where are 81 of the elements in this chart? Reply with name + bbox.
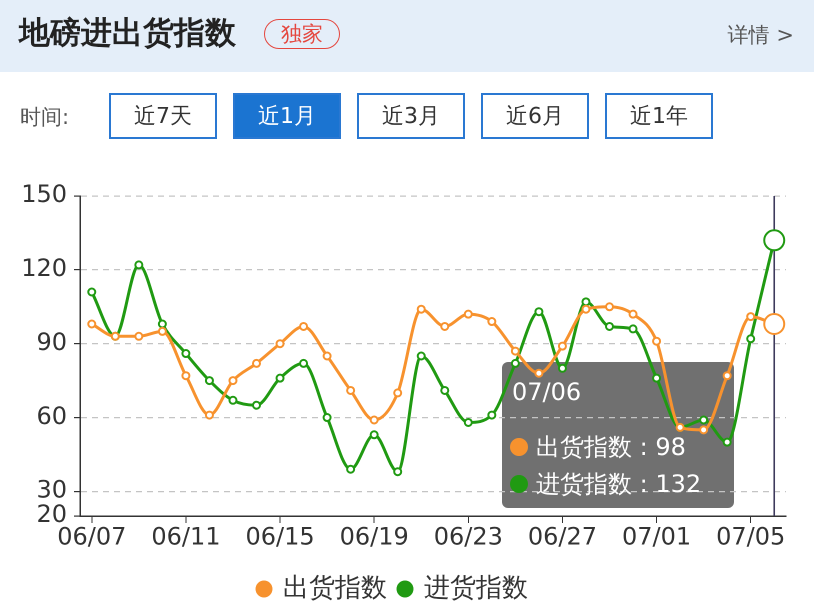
point: [158, 320, 167, 328]
point: [581, 304, 590, 314]
point: [746, 312, 756, 322]
range-button[interactable]: 近3月: [357, 93, 465, 139]
point: [252, 400, 261, 410]
point: [158, 326, 167, 336]
point: [87, 288, 96, 296]
point: [416, 304, 426, 314]
point: [464, 310, 473, 319]
point: [393, 467, 402, 476]
point: [346, 386, 356, 395]
x-tick-label: 06/19: [340, 522, 409, 551]
y-tick-label: 60: [36, 402, 67, 430]
point: [440, 322, 450, 331]
point: [487, 410, 496, 420]
annotation: 07/06: [512, 377, 582, 407]
x-tick-label: 06/23: [434, 522, 503, 551]
point: [510, 358, 520, 368]
point: [628, 324, 638, 334]
point: [487, 317, 496, 326]
point: [370, 430, 379, 440]
point: [722, 371, 732, 380]
point: [134, 260, 144, 270]
point: [628, 310, 638, 319]
y-tick-label: 150: [21, 180, 67, 208]
annotation: 出货指数 : 98: [536, 432, 686, 462]
point: [228, 396, 238, 405]
range-button[interactable]: 近7天: [109, 93, 217, 139]
point: [134, 332, 144, 341]
point: [181, 349, 190, 358]
point: [722, 438, 732, 447]
text: 时间:: [20, 104, 70, 131]
point: [534, 368, 544, 378]
point: [393, 388, 402, 398]
point: [605, 322, 614, 331]
y-tick-label: 30: [36, 476, 67, 504]
range-button[interactable]: 近1年: [605, 93, 713, 139]
point: [346, 464, 356, 474]
point: [746, 334, 756, 344]
point: [652, 336, 662, 346]
legend-label: 进货指数: [424, 572, 528, 603]
point: [464, 418, 473, 427]
point: [204, 410, 214, 420]
point: [322, 352, 332, 360]
point: [534, 307, 544, 316]
x-tick-label: 06/15: [245, 522, 315, 551]
y-tick-label: 120: [21, 254, 67, 282]
point: [652, 374, 662, 383]
x-tick-label: 07/01: [622, 522, 692, 551]
point: [276, 374, 285, 383]
legend-label: 出货指数: [283, 572, 387, 603]
point: [581, 297, 590, 306]
point: [699, 425, 708, 434]
x-tick-label: 06/27: [528, 522, 598, 551]
point: [558, 342, 567, 351]
range-button[interactable]: 近6月: [481, 93, 589, 139]
point: [181, 371, 190, 380]
chart-title: 地磅进出货指数: [19, 14, 236, 53]
text: 详情 >: [728, 22, 794, 49]
point: [276, 339, 285, 348]
point: [87, 320, 96, 328]
x-tick-label: 06/11: [151, 522, 220, 551]
point: [440, 386, 450, 395]
point: [204, 376, 214, 386]
y-tick-label: 90: [36, 328, 67, 356]
point: [322, 413, 332, 422]
point: [299, 322, 308, 331]
text: 独家: [281, 21, 323, 48]
range-button[interactable]: 近1月: [233, 93, 341, 139]
point: [510, 346, 520, 356]
point: [299, 358, 308, 368]
annotation: 进货指数 : 132: [536, 469, 702, 499]
point: [416, 352, 426, 360]
x-tick-label: 07/05: [716, 522, 786, 551]
point: [699, 416, 708, 424]
x-tick-label: 06/07: [57, 522, 126, 551]
point: [558, 364, 567, 373]
point: [252, 358, 261, 368]
point: [605, 302, 614, 312]
point: [370, 416, 379, 424]
point: [228, 376, 238, 386]
